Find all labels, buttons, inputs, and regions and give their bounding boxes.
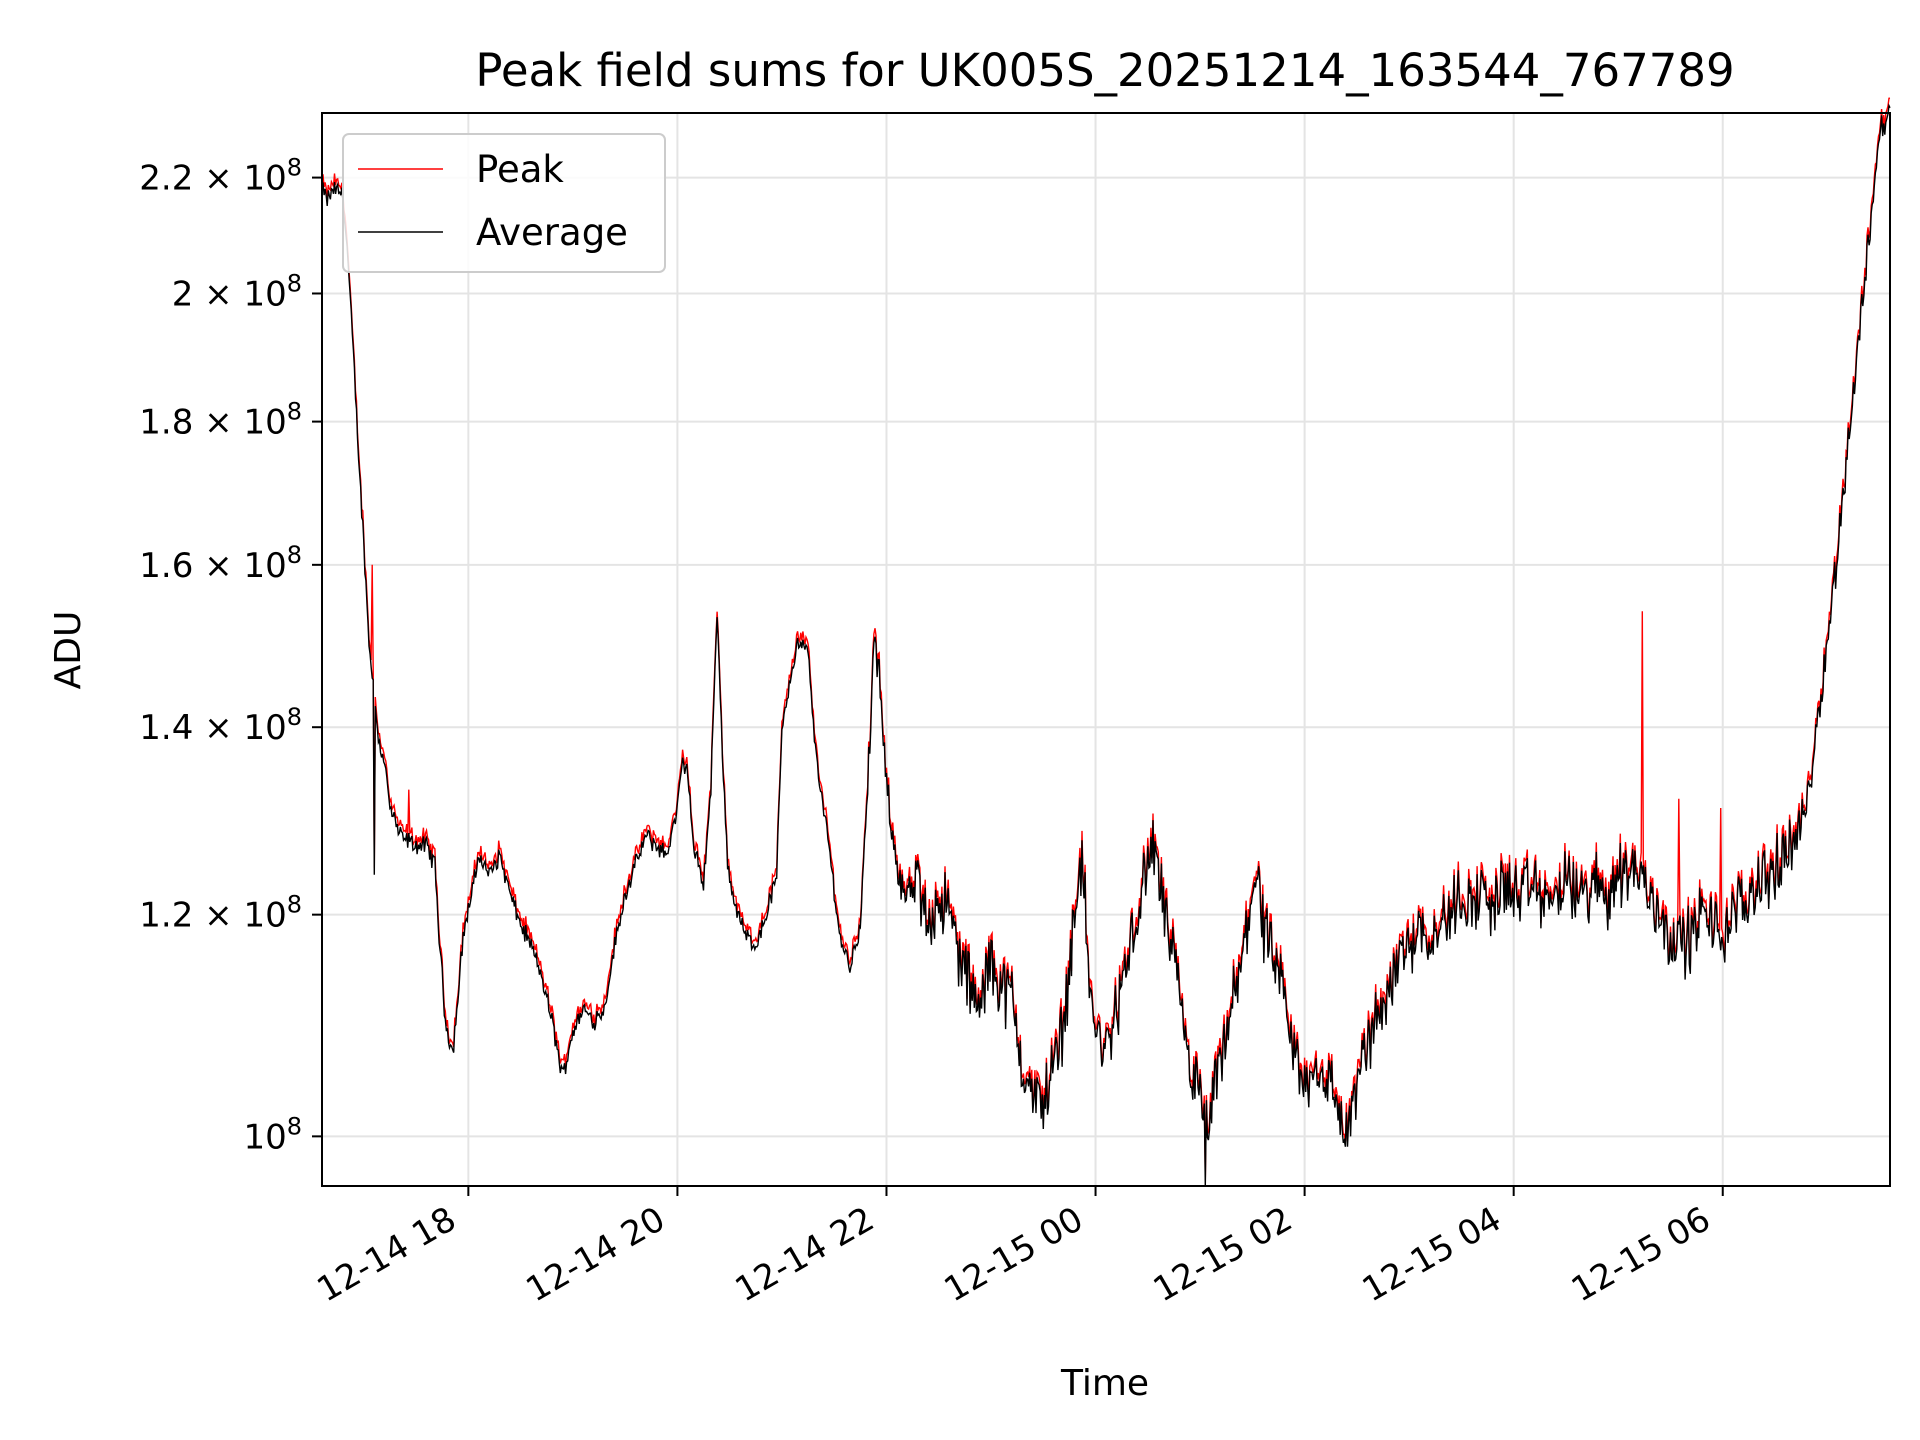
y-tick-label: 1.4 × 108 [139,703,302,748]
y-tick-label: 2.2 × 108 [139,154,302,199]
y-tick-label: 2 × 108 [172,269,302,314]
y-tick-label: 1.8 × 108 [139,398,302,443]
series-layer [321,97,1891,1187]
legend-label-peak: Peak [476,148,564,191]
legend-label-average: Average [476,211,628,254]
series-line-average [321,103,1891,1187]
y-tick-label: 108 [243,1112,302,1157]
plot-frame [321,112,1891,1187]
chart-title: Peak field sums for UK005S_20251214_1635… [475,44,1734,97]
y-tick-label: 1.2 × 108 [139,891,302,936]
x-axis-label: Time [1060,1363,1149,1404]
series-line-peak [321,97,1891,1180]
legend: Peak Average [342,133,666,273]
grid-layer [322,113,1890,1186]
y-tick-label: 1.6 × 108 [139,541,302,586]
y-axis-label: ADU [48,611,89,690]
